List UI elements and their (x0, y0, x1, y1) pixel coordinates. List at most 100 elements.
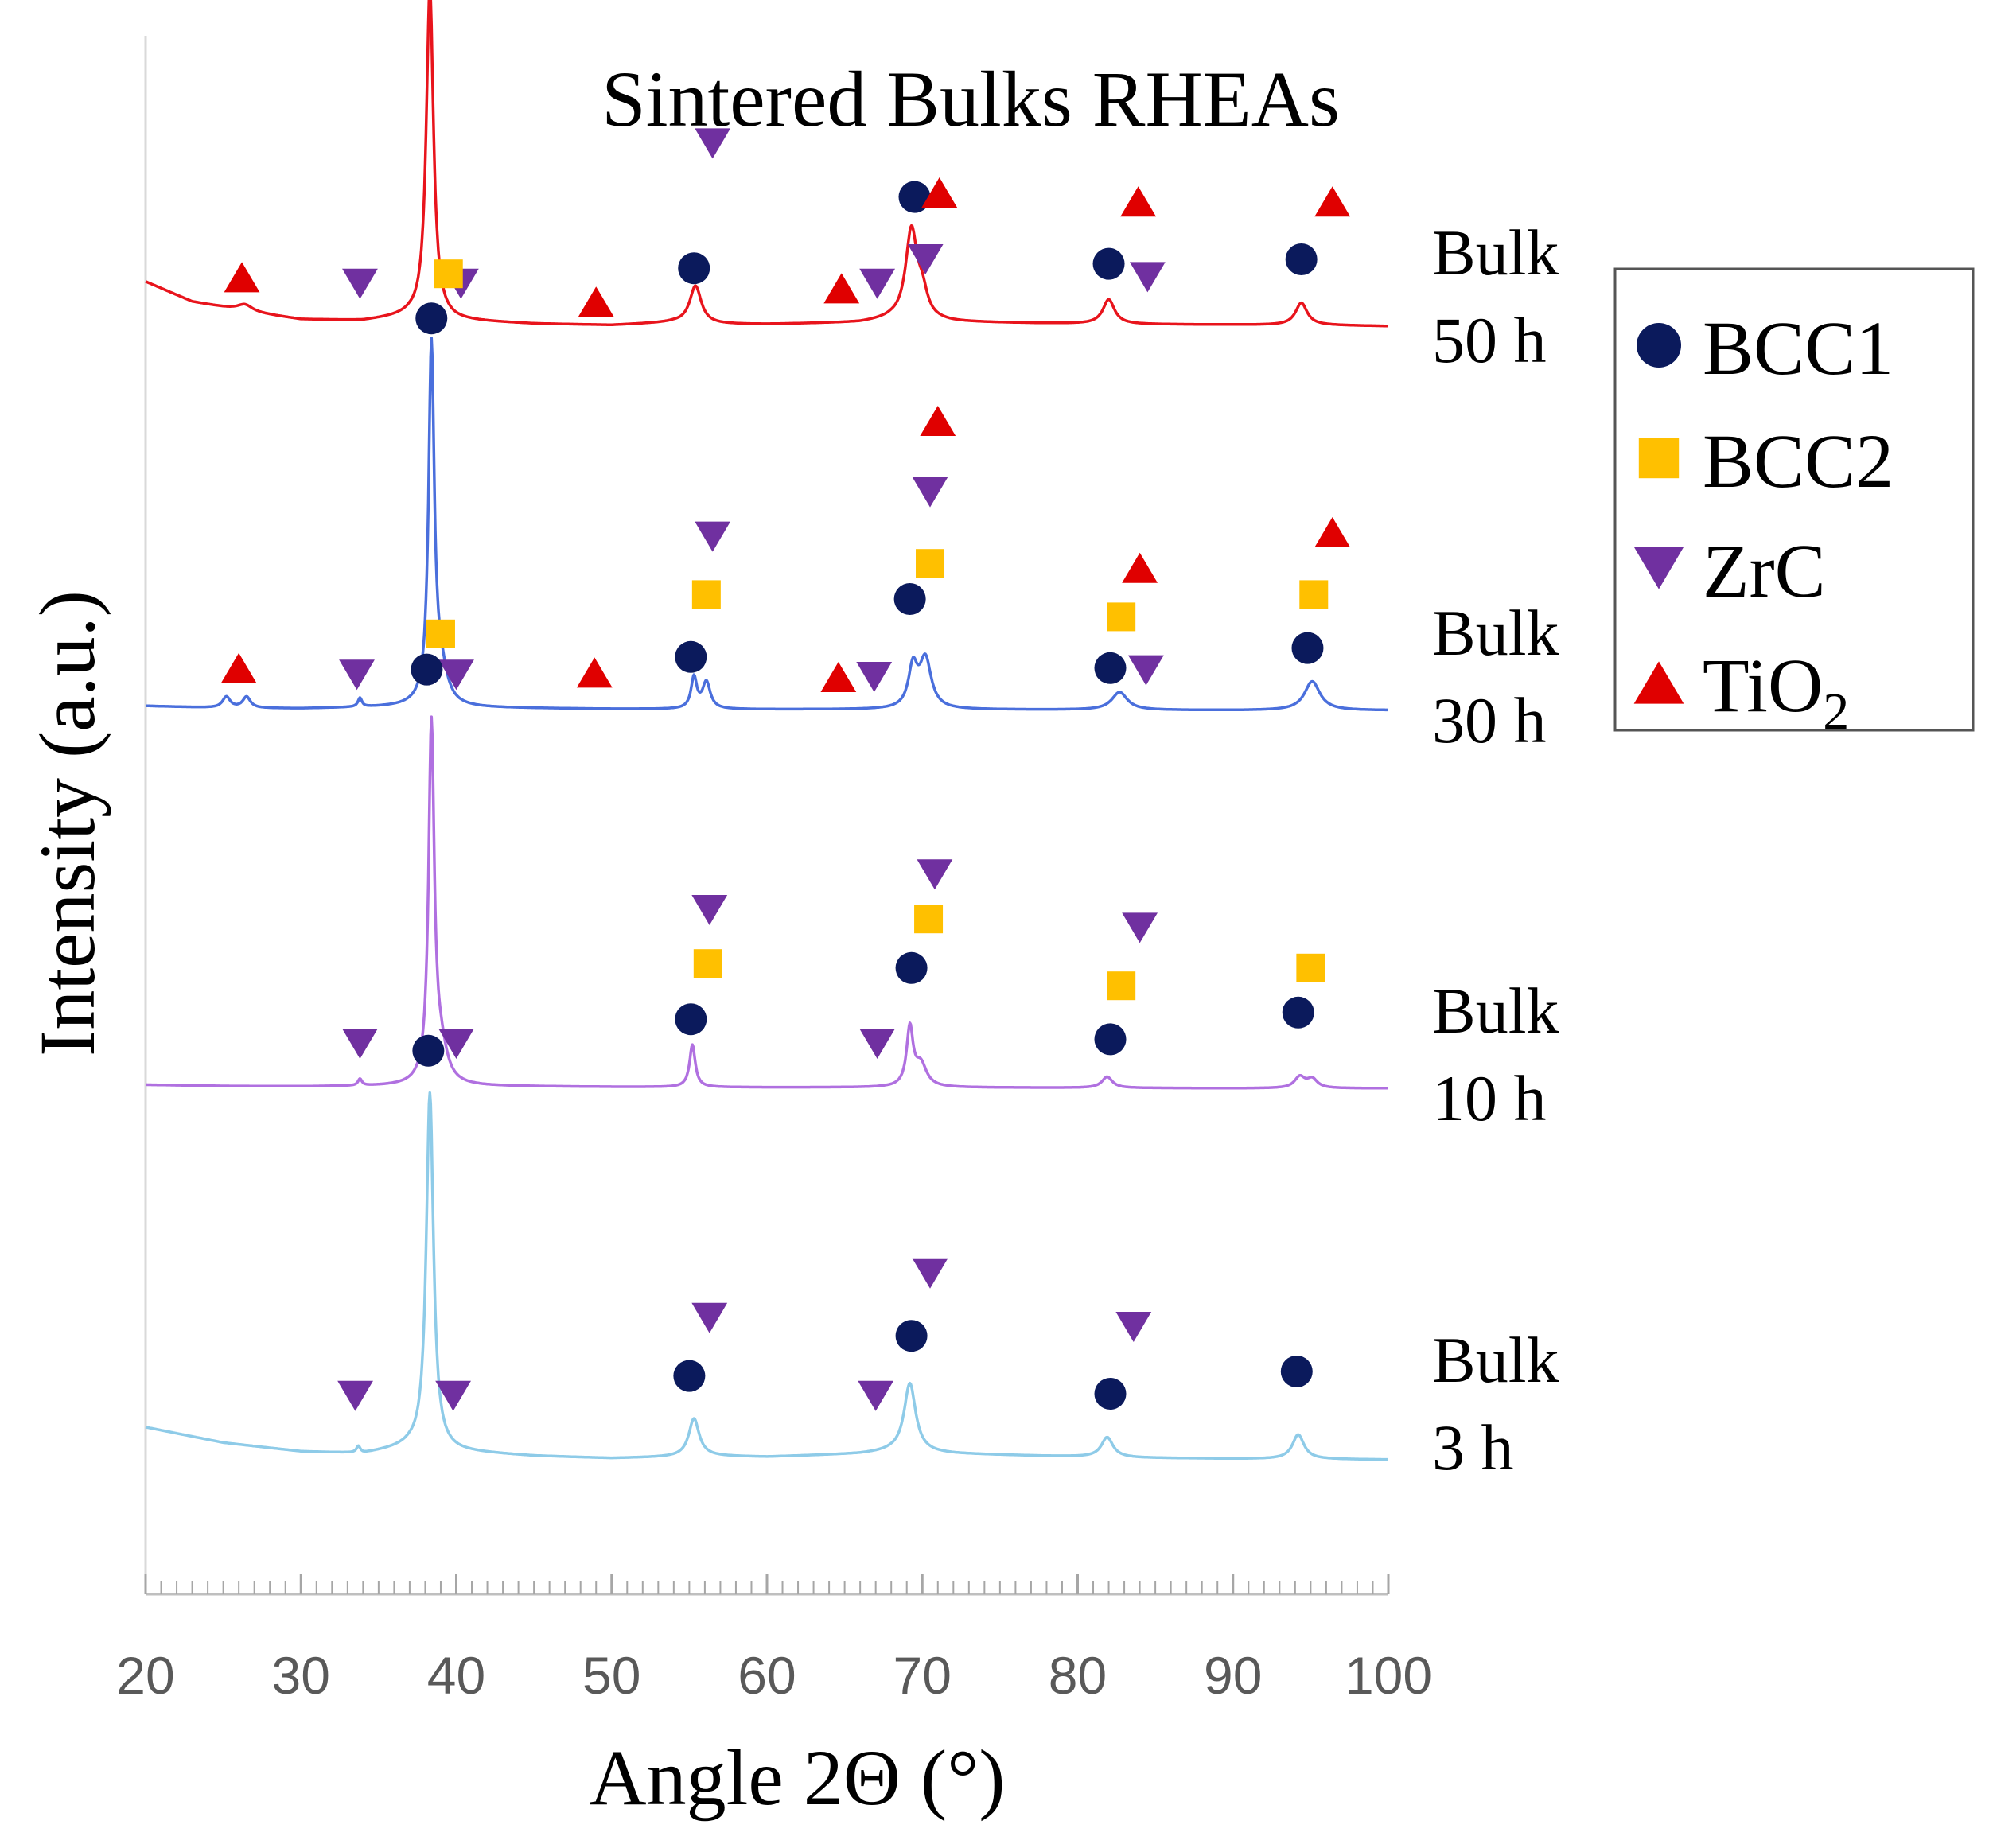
x-tick-label: 60 (738, 1646, 796, 1705)
x-tick-label: 80 (1049, 1646, 1107, 1705)
marker-tio2 (578, 286, 614, 317)
marker-tio2 (921, 177, 958, 208)
legend-label-zrc: ZrC (1703, 528, 1826, 613)
marker-zrc (907, 244, 944, 274)
legend-label-text: BCC2 (1703, 418, 1894, 504)
marker-bcc1 (1291, 632, 1324, 664)
x-tick-label: 40 (427, 1646, 485, 1705)
series-label-time: 50 h (1432, 304, 1547, 376)
legend-label-tio2: TiO2 (1703, 643, 1849, 741)
marker-zrc (435, 1380, 471, 1411)
marker-bcc1 (675, 1003, 707, 1036)
marker-bcc2 (693, 949, 722, 978)
marker-bcc2 (1107, 602, 1136, 632)
marker-zrc (912, 1258, 948, 1289)
series-labels: Bulk 50 h Bulk 30 h Bulk 10 h Bulk 3 h (1432, 216, 1559, 1484)
marker-tio2 (920, 406, 956, 436)
series-label-name: Bulk (1432, 216, 1559, 289)
series-line-bulk-10-h (145, 715, 1389, 1090)
marker-zrc (1128, 655, 1164, 686)
marker-bcc1 (673, 1360, 706, 1392)
marker-bcc1 (1094, 1378, 1127, 1410)
legend-marker-zrc (1633, 547, 1684, 589)
marker-bcc1 (412, 1034, 445, 1067)
marker-zrc (856, 662, 893, 692)
marker-bcc2 (1107, 971, 1136, 1001)
marker-zrc (859, 268, 896, 299)
marker-bcc2 (1299, 580, 1329, 609)
marker-bcc1 (1094, 1023, 1127, 1056)
marker-bcc1 (893, 583, 926, 615)
legend-label-bcc1: BCC1 (1703, 305, 1894, 391)
series-line-bulk-30-h (145, 337, 1389, 712)
chart-title: Sintered Bulks RHEAs (601, 55, 1340, 143)
marker-bcc1 (895, 1320, 928, 1352)
x-tick-label: 100 (1345, 1646, 1432, 1705)
x-tick-label: 30 (272, 1646, 330, 1705)
marker-zrc (342, 1029, 378, 1059)
series-label-name: Bulk (1432, 975, 1559, 1047)
marker-bcc1 (895, 951, 928, 984)
marker-bcc1 (898, 181, 931, 213)
marker-zrc (912, 477, 948, 508)
series-label-time: 10 h (1432, 1062, 1547, 1134)
marker-zrc (691, 895, 728, 925)
marker-zrc (695, 128, 731, 159)
x-tick-label: 90 (1204, 1646, 1262, 1705)
marker-zrc (1115, 1312, 1152, 1342)
marker-zrc (339, 659, 375, 691)
marker-bcc1 (678, 252, 710, 285)
legend-marker-bcc1 (1637, 323, 1681, 368)
legend: BCC1 BCC2 ZrC TiO2 (1613, 267, 1975, 741)
x-axis-label: Angle 2Θ (°) (589, 1733, 1005, 1822)
marker-bcc1 (1285, 243, 1318, 275)
marker-bcc1 (675, 640, 707, 673)
axes: 20 30 40 50 60 70 80 90 100 (116, 36, 1432, 1705)
marker-zrc (342, 268, 378, 299)
marker-zrc (1129, 262, 1166, 293)
series-label-time: 30 h (1432, 684, 1547, 757)
marker-tio2 (1314, 186, 1351, 217)
marker-zrc (691, 1302, 728, 1333)
phase-markers (220, 128, 1351, 1411)
marker-bcc1 (1094, 652, 1127, 684)
marker-zrc (695, 521, 731, 552)
legend-marker-tio2 (1633, 661, 1684, 704)
marker-bcc2 (1296, 953, 1325, 982)
marker-zrc (859, 1029, 896, 1059)
series-line-bulk-50-h (145, 0, 1389, 328)
marker-tio2 (220, 652, 257, 683)
marker-bcc2 (914, 905, 944, 934)
marker-bcc1 (1092, 247, 1125, 280)
marker-zrc (337, 1380, 373, 1411)
marker-bcc2 (426, 619, 455, 648)
legend-label-text: ZrC (1703, 528, 1826, 613)
legend-label-text: TiO (1703, 643, 1823, 728)
marker-bcc2 (434, 259, 463, 289)
marker-tio2 (576, 657, 613, 688)
marker-zrc (917, 859, 953, 890)
series-label-time: 3 h (1432, 1411, 1514, 1484)
marker-zrc (1122, 912, 1158, 943)
marker-tio2 (1120, 186, 1157, 217)
marker-zrc (438, 659, 474, 691)
marker-tio2 (1314, 517, 1351, 547)
series-line-bulk-3-h (145, 1091, 1389, 1461)
legend-label-subscript: 2 (1823, 683, 1849, 741)
marker-bcc1 (1280, 1356, 1313, 1387)
x-tick-label: 20 (116, 1646, 174, 1705)
marker-tio2 (224, 262, 260, 293)
marker-bcc2 (691, 580, 721, 609)
marker-bcc1 (411, 653, 443, 686)
legend-marker-bcc2 (1638, 438, 1680, 479)
marker-zrc (438, 1029, 474, 1059)
marker-zrc (858, 1380, 894, 1411)
marker-bcc2 (916, 549, 945, 578)
series-group (145, 0, 1389, 1461)
y-axis-label: Intensity (a.u.) (23, 590, 111, 1056)
series-label-name: Bulk (1432, 597, 1559, 669)
marker-bcc1 (415, 302, 448, 335)
marker-tio2 (823, 273, 860, 304)
x-tick-label: 70 (893, 1646, 952, 1705)
